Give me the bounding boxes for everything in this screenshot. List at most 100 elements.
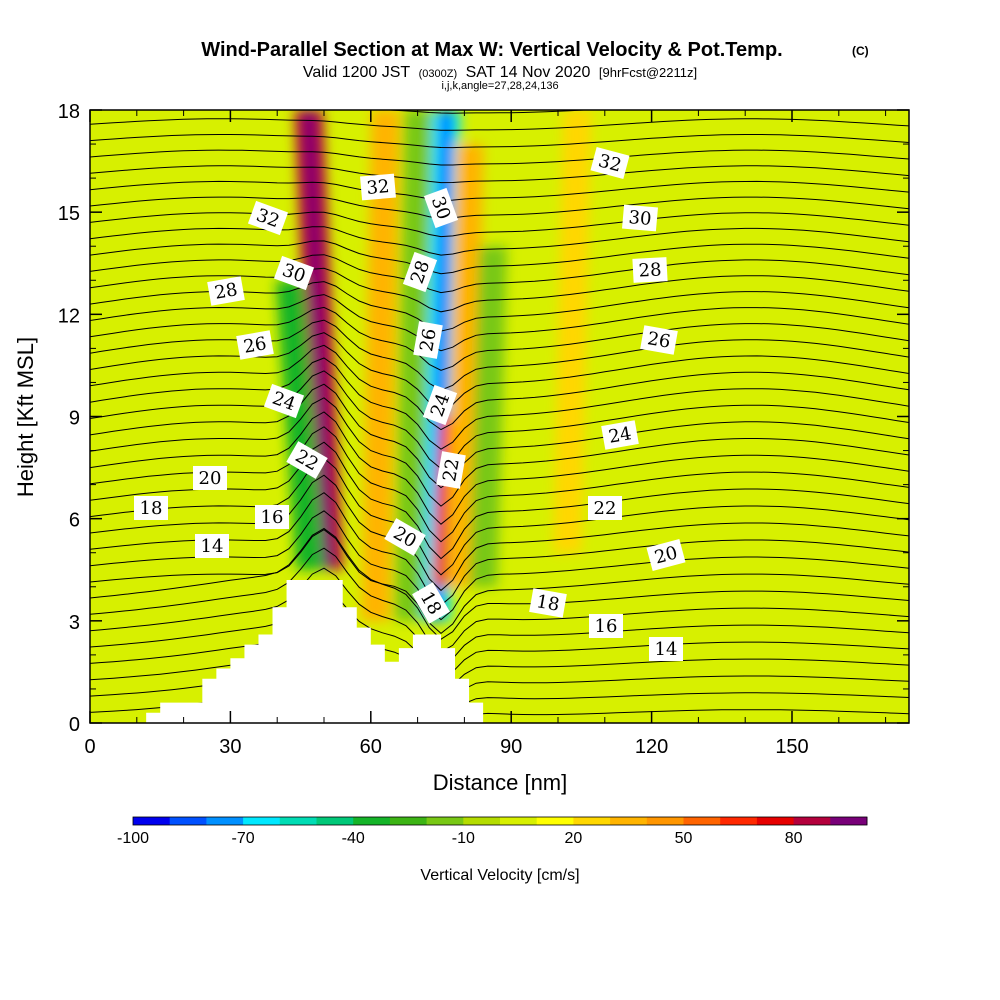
plot-area [90, 110, 909, 723]
subtitle-valid: Valid 1200 JST [303, 64, 411, 81]
contour-label: 30 [423, 187, 459, 229]
contour-label: 28 [402, 251, 438, 293]
colorbar-tick-label: 80 [785, 830, 803, 847]
colorbar-swatch [610, 817, 648, 825]
pot-temp-contour [90, 567, 909, 666]
subtitle-date: SAT 14 Nov 2020 [466, 64, 591, 81]
pot-temp-contour [90, 370, 909, 470]
pot-temp-contour [90, 383, 909, 489]
x-tick-label: 90 [500, 736, 522, 758]
colorbar-swatch [500, 817, 538, 825]
pot-temp-contour [90, 357, 909, 450]
colorbar-swatch [683, 817, 721, 825]
pot-temp-contour [90, 457, 909, 576]
contour-label: 16 [255, 505, 289, 529]
pot-temp-contour [90, 628, 909, 703]
pot-temp-contour [90, 411, 909, 525]
y-tick-label: 9 [69, 408, 80, 430]
svg-text:30: 30 [628, 207, 653, 230]
pot-temp-contour [90, 474, 909, 592]
svg-text:16: 16 [595, 616, 618, 637]
y-axis-label: Height [Kft MSL] [13, 337, 38, 497]
y-tick-label: 6 [69, 510, 80, 532]
pot-temp-contour [90, 254, 909, 294]
colorbar-label: Vertical Velocity [cm/s] [420, 867, 579, 884]
colorbar-swatch [133, 817, 171, 825]
colorbar-tick-label: 50 [675, 830, 693, 847]
svg-text:26: 26 [646, 328, 672, 353]
pot-temp-contour [90, 180, 909, 201]
pot-temp-contour [90, 118, 909, 131]
svg-text:26: 26 [242, 333, 268, 358]
svg-text:22: 22 [594, 498, 617, 519]
svg-text:24: 24 [607, 423, 633, 448]
svg-text:14: 14 [655, 639, 678, 660]
colorbar-swatch [279, 817, 317, 825]
x-tick-label: 150 [775, 736, 808, 758]
contour-label: 24 [601, 420, 639, 450]
colorbar-swatch [720, 817, 758, 825]
colorbar-swatch [243, 817, 281, 825]
colorbar-swatch [536, 817, 574, 825]
pot-temp-contour [90, 397, 909, 507]
contour-label: 32 [360, 173, 396, 201]
pot-temp-contour [90, 165, 909, 184]
pot-temp-contour [90, 267, 909, 313]
subtitle-zulu: (0300Z) [419, 68, 458, 80]
svg-text:18: 18 [140, 498, 163, 519]
velocity-core [303, 110, 334, 570]
svg-text:32: 32 [366, 176, 391, 199]
pot-temp-contour [90, 608, 909, 691]
contour-label: 20 [646, 539, 686, 571]
pot-temp-contour [90, 344, 909, 431]
contour-label: 18 [134, 496, 168, 520]
contour-label: 26 [640, 325, 678, 355]
contour-label: 22 [436, 451, 466, 489]
colorbar-tick-label: -70 [232, 830, 255, 847]
y-axis: 0 3 6 9 12 15 18 [58, 101, 909, 736]
velocity-band [361, 110, 400, 621]
x-axis: 0 30 60 90 120 150 [84, 110, 887, 758]
chart-title: Wind-Parallel Section at Max W: Vertical… [201, 39, 782, 61]
pot-temp-contour [90, 196, 909, 219]
contour-label: 16 [589, 614, 623, 638]
pot-temp-contour [90, 306, 909, 371]
colorbar-swatch [169, 817, 207, 825]
x-tick-label: 120 [635, 736, 668, 758]
colorbar-swatch [756, 817, 795, 825]
contour-label: 20 [193, 466, 227, 490]
colorbar-swatch [830, 817, 868, 825]
svg-text:20: 20 [199, 468, 222, 489]
colorbar-tick-label: -100 [117, 830, 149, 847]
pot-temp-contour [90, 149, 909, 166]
pot-temp-contour [90, 211, 909, 238]
svg-text:28: 28 [638, 259, 662, 281]
svg-text:14: 14 [201, 536, 224, 557]
svg-text:22: 22 [439, 457, 464, 483]
terrain [90, 579, 909, 723]
x-tick-label: 30 [219, 736, 241, 758]
contour-label: 28 [632, 257, 668, 283]
chart-subtitle-indices: i,j,k,angle=27,28,24,136 [441, 80, 558, 92]
y-tick-label: 12 [58, 305, 80, 327]
pot-temp-contour [90, 226, 909, 256]
x-axis-label: Distance [nm] [433, 770, 568, 795]
colorbar-tick-label: -40 [342, 830, 365, 847]
y-tick-label: 18 [58, 101, 80, 123]
title-mark: (C) [852, 44, 869, 58]
colorbar-swatch [206, 817, 244, 825]
svg-text:16: 16 [261, 507, 284, 528]
contour-label: 30 [273, 255, 315, 291]
velocity-band [275, 280, 324, 570]
colorbar-swatch [426, 817, 464, 825]
velocity-band [394, 110, 433, 621]
colorbar-swatch [793, 817, 831, 825]
pot-temp-contour [90, 134, 909, 149]
pot-temp-contour [90, 527, 909, 640]
y-tick-label: 15 [58, 203, 80, 225]
contour-label: 22 [588, 496, 622, 520]
contour-label: 14 [195, 534, 229, 558]
colorbar-swatch [646, 817, 684, 825]
